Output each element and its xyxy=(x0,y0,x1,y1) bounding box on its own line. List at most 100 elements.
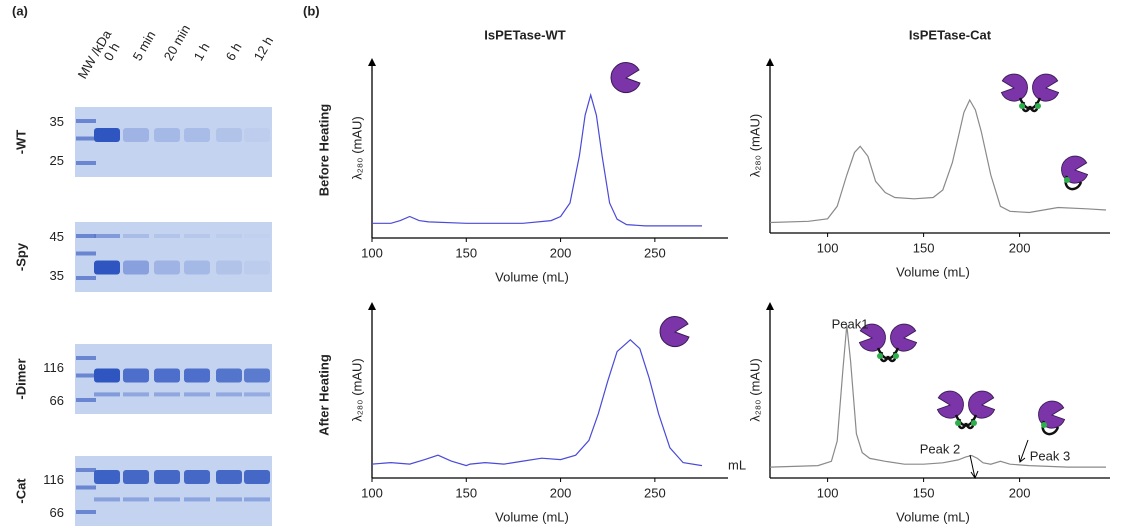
gel-band xyxy=(123,470,149,484)
gel-band xyxy=(216,392,242,397)
y-axis-label: λ₂₈₀ (mAU) xyxy=(747,114,762,178)
marker-label: 35 xyxy=(50,268,64,283)
marker-band xyxy=(76,398,96,402)
gel-band xyxy=(244,234,270,238)
gel-band xyxy=(184,260,210,275)
gel-band xyxy=(244,497,270,502)
gel-band xyxy=(123,392,149,397)
gel-band xyxy=(216,128,242,142)
icon xyxy=(659,316,690,348)
marker-label: 66 xyxy=(50,505,64,520)
x-axis-label: Volume (mL) xyxy=(896,509,970,524)
gel-band xyxy=(216,470,242,484)
marker-label: 35 xyxy=(50,114,64,129)
gel-band xyxy=(216,234,242,238)
marker-band xyxy=(76,276,96,280)
x-tick-label: 250 xyxy=(644,245,666,260)
gel-name: -Cat xyxy=(13,478,28,504)
x-tick-label: 200 xyxy=(1009,485,1031,500)
gel-band xyxy=(184,470,210,484)
icon xyxy=(1001,74,1058,111)
lane-label: 12 h xyxy=(251,34,277,63)
marker-band xyxy=(76,485,96,490)
annotation: Peak 3 xyxy=(1030,448,1070,463)
marker-band xyxy=(76,468,96,472)
gel-band xyxy=(184,368,210,383)
gel-band xyxy=(94,368,120,383)
icon xyxy=(610,62,641,94)
axis-arrow xyxy=(766,58,774,66)
panel-label: (a) xyxy=(12,3,28,18)
y-axis-label: λ₂₈₀ (mAU) xyxy=(349,358,364,422)
x-axis-label: Volume (mL) xyxy=(896,264,970,279)
gel-band xyxy=(94,470,120,484)
chart-title: IsPETase-WT xyxy=(484,27,565,42)
marker-band xyxy=(76,136,96,141)
series-line xyxy=(371,338,703,467)
x-tick-label: 150 xyxy=(455,485,477,500)
lane-label: 1 h xyxy=(191,40,213,63)
gel-band xyxy=(94,497,120,502)
gel-band xyxy=(244,368,270,383)
gel-band xyxy=(123,128,149,142)
series-line xyxy=(372,92,702,227)
gel-band xyxy=(154,368,180,383)
annotation: Peak1 xyxy=(832,316,869,331)
gel-band xyxy=(154,234,180,238)
gel-band xyxy=(154,128,180,142)
gel-band xyxy=(94,234,120,238)
axis-arrow xyxy=(368,302,376,310)
gel-band xyxy=(184,497,210,502)
arrow xyxy=(969,454,979,480)
gel-name: -WT xyxy=(13,130,28,155)
icon xyxy=(1039,401,1065,434)
marker-band xyxy=(76,234,96,238)
series-line xyxy=(769,98,1107,224)
annotation: Peak 2 xyxy=(920,441,960,456)
x-tick-label: 100 xyxy=(361,485,383,500)
gel-band xyxy=(244,470,270,484)
x-tick-label: 150 xyxy=(455,245,477,260)
marker-band xyxy=(76,373,96,378)
panel-label: (b) xyxy=(303,3,320,18)
gel-band xyxy=(184,234,210,238)
row-label: After Heating xyxy=(316,354,331,436)
marker-band xyxy=(76,119,96,123)
gel-band xyxy=(216,497,242,502)
gel xyxy=(75,456,272,526)
marker-band xyxy=(76,251,96,256)
x-tick-label: 200 xyxy=(550,485,572,500)
marker-label: 116 xyxy=(43,472,64,487)
gel-band xyxy=(154,497,180,502)
y-axis-label: λ₂₈₀ (mAU) xyxy=(349,116,364,180)
x-tick-label: 100 xyxy=(817,485,839,500)
gel-band xyxy=(244,128,270,142)
axis-arrow xyxy=(368,58,376,66)
lane-label: 20 min xyxy=(161,22,194,63)
x-axis-label: Volume (mL) xyxy=(495,269,569,284)
y-axis-label: λ₂₈₀ (mAU) xyxy=(747,358,762,422)
row-label: Before Heating xyxy=(316,104,331,197)
axis-arrow xyxy=(766,302,774,310)
gel-band xyxy=(123,234,149,238)
x-tick-label: 150 xyxy=(913,485,935,500)
marker-label: 25 xyxy=(50,153,64,168)
marker-band xyxy=(76,161,96,165)
x-tick-label: 100 xyxy=(817,240,839,255)
gel-name: -Spy xyxy=(13,242,28,271)
lane-label: 5 min xyxy=(130,28,159,63)
icon xyxy=(937,391,994,428)
series-line xyxy=(769,324,1106,468)
icon xyxy=(1062,156,1088,189)
gel-band xyxy=(123,260,149,275)
gel-band xyxy=(184,392,210,397)
gel-band xyxy=(123,497,149,502)
marker-band xyxy=(76,356,96,360)
gel-band xyxy=(184,128,210,142)
chart-title: IsPETase-Cat xyxy=(909,27,992,42)
x-tick-label: 100 xyxy=(361,245,383,260)
x-tick-label: 250 xyxy=(644,485,666,500)
gel-band xyxy=(123,368,149,383)
arrow xyxy=(1018,439,1029,463)
gel-band xyxy=(94,128,120,142)
